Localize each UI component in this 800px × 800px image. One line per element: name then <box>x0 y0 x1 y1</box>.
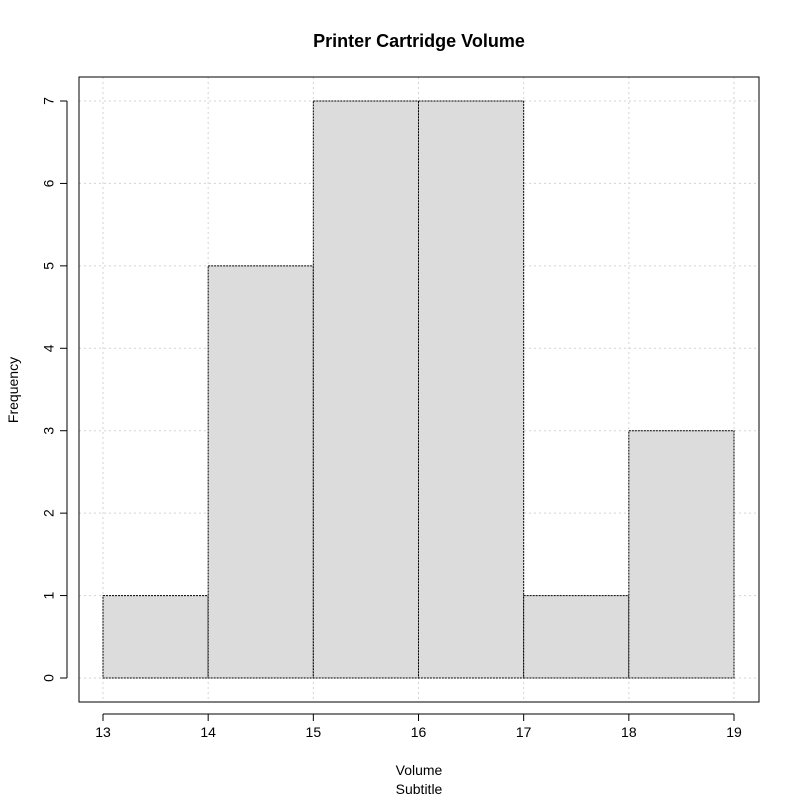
histogram-bar <box>207 265 314 679</box>
x-tick-label: 16 <box>411 724 427 740</box>
y-axis: 0 1 2 3 4 5 6 7 <box>41 97 68 682</box>
x-tick-label: 17 <box>516 724 532 740</box>
y-tick-label: 0 <box>41 674 57 682</box>
x-axis: 13 14 15 16 17 18 19 <box>95 713 742 740</box>
y-tick-label: 6 <box>41 179 57 187</box>
y-tick-label: 7 <box>41 97 57 105</box>
x-tick-label: 19 <box>726 724 742 740</box>
histogram-bar <box>523 595 630 679</box>
chart-subtitle: Subtitle <box>396 781 443 797</box>
y-tick-label: 2 <box>41 509 57 517</box>
histogram-bars <box>102 100 735 679</box>
y-tick-label: 4 <box>41 344 57 352</box>
histogram-bar <box>312 100 420 679</box>
histogram-bar <box>102 595 209 679</box>
plot-frame <box>78 76 760 703</box>
x-tick-label: 14 <box>200 724 216 740</box>
y-axis-label: Frequency <box>5 357 21 423</box>
x-tick-label: 13 <box>95 724 111 740</box>
y-tick-label: 3 <box>41 427 57 435</box>
y-tick-label: 5 <box>41 262 57 270</box>
x-tick-label: 18 <box>621 724 637 740</box>
histogram-bar <box>418 100 525 679</box>
chart-title: Printer Cartridge Volume <box>313 31 525 51</box>
x-tick-label: 15 <box>306 724 322 740</box>
y-tick-label: 1 <box>41 591 57 599</box>
histogram-bar <box>628 430 735 679</box>
x-axis-label: Volume <box>396 762 443 778</box>
